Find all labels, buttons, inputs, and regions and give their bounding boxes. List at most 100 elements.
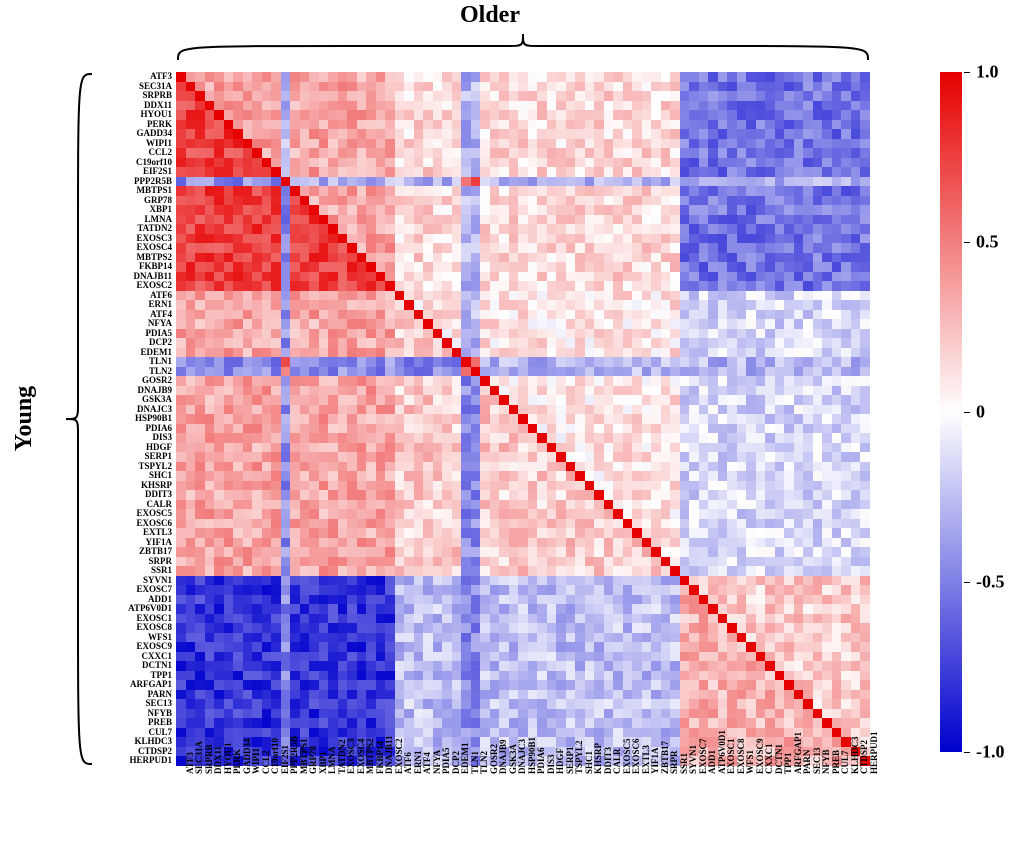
heatmap-cell [471, 367, 481, 377]
heatmap-cell [433, 690, 443, 700]
heatmap-cell [433, 110, 443, 120]
heatmap-cell [708, 148, 718, 158]
heatmap-cell [262, 281, 272, 291]
heatmap-cell [423, 253, 433, 263]
heatmap-cell [480, 281, 490, 291]
heatmap-cell [784, 348, 794, 358]
heatmap-cell [585, 357, 595, 367]
heatmap-cell [471, 652, 481, 662]
heatmap-cell [300, 72, 310, 82]
heatmap-cell [319, 443, 329, 453]
heatmap-cell [670, 547, 680, 557]
heatmap-cell [623, 386, 633, 396]
heatmap-cell [689, 509, 699, 519]
heatmap-cell [176, 148, 186, 158]
heatmap-cell [585, 291, 595, 301]
heatmap-cell [442, 329, 452, 339]
heatmap-cell [376, 652, 386, 662]
heatmap-cell [623, 376, 633, 386]
heatmap-cell [395, 604, 405, 614]
heatmap-cell [385, 234, 395, 244]
heatmap-cell [176, 623, 186, 633]
heatmap-cell [243, 671, 253, 681]
heatmap-cell [271, 642, 281, 652]
heatmap-cell [433, 158, 443, 168]
heatmap-cell [347, 661, 357, 671]
heatmap-cell [860, 576, 870, 586]
heatmap-cell [832, 158, 842, 168]
heatmap-cell [243, 386, 253, 396]
heatmap-cell [851, 148, 861, 158]
heatmap-cell [176, 471, 186, 481]
heatmap-cell [376, 110, 386, 120]
heatmap-row [176, 614, 870, 624]
heatmap-cell [176, 72, 186, 82]
heatmap-cell [490, 424, 500, 434]
heatmap-cell [661, 329, 671, 339]
heatmap-cell [718, 595, 728, 605]
heatmap-cell [347, 680, 357, 690]
heatmap-cell [661, 528, 671, 538]
heatmap-cell [395, 300, 405, 310]
heatmap-cell [480, 196, 490, 206]
heatmap-cell [480, 538, 490, 548]
heatmap-cell [841, 291, 851, 301]
heatmap-row [176, 462, 870, 472]
heatmap-cell [176, 338, 186, 348]
heatmap-cell [328, 471, 338, 481]
heatmap-cell [794, 291, 804, 301]
heatmap-cell [366, 291, 376, 301]
heatmap-cell [414, 595, 424, 605]
heatmap-cell [746, 595, 756, 605]
heatmap-cell [585, 177, 595, 187]
heatmap-cell [499, 310, 509, 320]
heatmap-cell [613, 509, 623, 519]
heatmap-cell [832, 595, 842, 605]
heatmap-cell [661, 386, 671, 396]
heatmap-cell [518, 528, 528, 538]
heatmap-cell [357, 101, 367, 111]
heatmap-cell [841, 614, 851, 624]
heatmap-cell [233, 167, 243, 177]
heatmap-cell [756, 443, 766, 453]
heatmap-cell [547, 376, 557, 386]
heatmap-cell [661, 557, 671, 567]
heatmap-cell [623, 462, 633, 472]
heatmap-cell [328, 158, 338, 168]
heatmap-cell [632, 329, 642, 339]
heatmap-cell [328, 72, 338, 82]
heatmap-cell [414, 319, 424, 329]
heatmap-cell [281, 167, 291, 177]
heatmap-cell [727, 357, 737, 367]
heatmap-cell [461, 177, 471, 187]
heatmap-cell [461, 699, 471, 709]
heatmap-cell [490, 82, 500, 92]
heatmap-cell [585, 519, 595, 529]
heatmap-cell [186, 690, 196, 700]
heatmap-cell [623, 623, 633, 633]
heatmap-cell [775, 101, 785, 111]
heatmap-cell [832, 367, 842, 377]
heatmap-cell [376, 671, 386, 681]
heatmap-cell [746, 604, 756, 614]
heatmap-cell [746, 452, 756, 462]
heatmap-cell [195, 205, 205, 215]
heatmap-cell [233, 319, 243, 329]
heatmap-cell [860, 253, 870, 263]
heatmap-cell [300, 519, 310, 529]
heatmap-cell [708, 129, 718, 139]
heatmap-cell [737, 623, 747, 633]
heatmap-cell [594, 414, 604, 424]
heatmap-cell [746, 357, 756, 367]
heatmap-cell [651, 139, 661, 149]
heatmap-cell [347, 158, 357, 168]
heatmap-cell [699, 652, 709, 662]
heatmap-cell [556, 424, 566, 434]
heatmap-cell [566, 604, 576, 614]
heatmap-cell [461, 91, 471, 101]
heatmap-cell [452, 91, 462, 101]
heatmap-cell [328, 196, 338, 206]
heatmap-cell [319, 253, 329, 263]
heatmap-cell [651, 338, 661, 348]
heatmap-cell [746, 576, 756, 586]
